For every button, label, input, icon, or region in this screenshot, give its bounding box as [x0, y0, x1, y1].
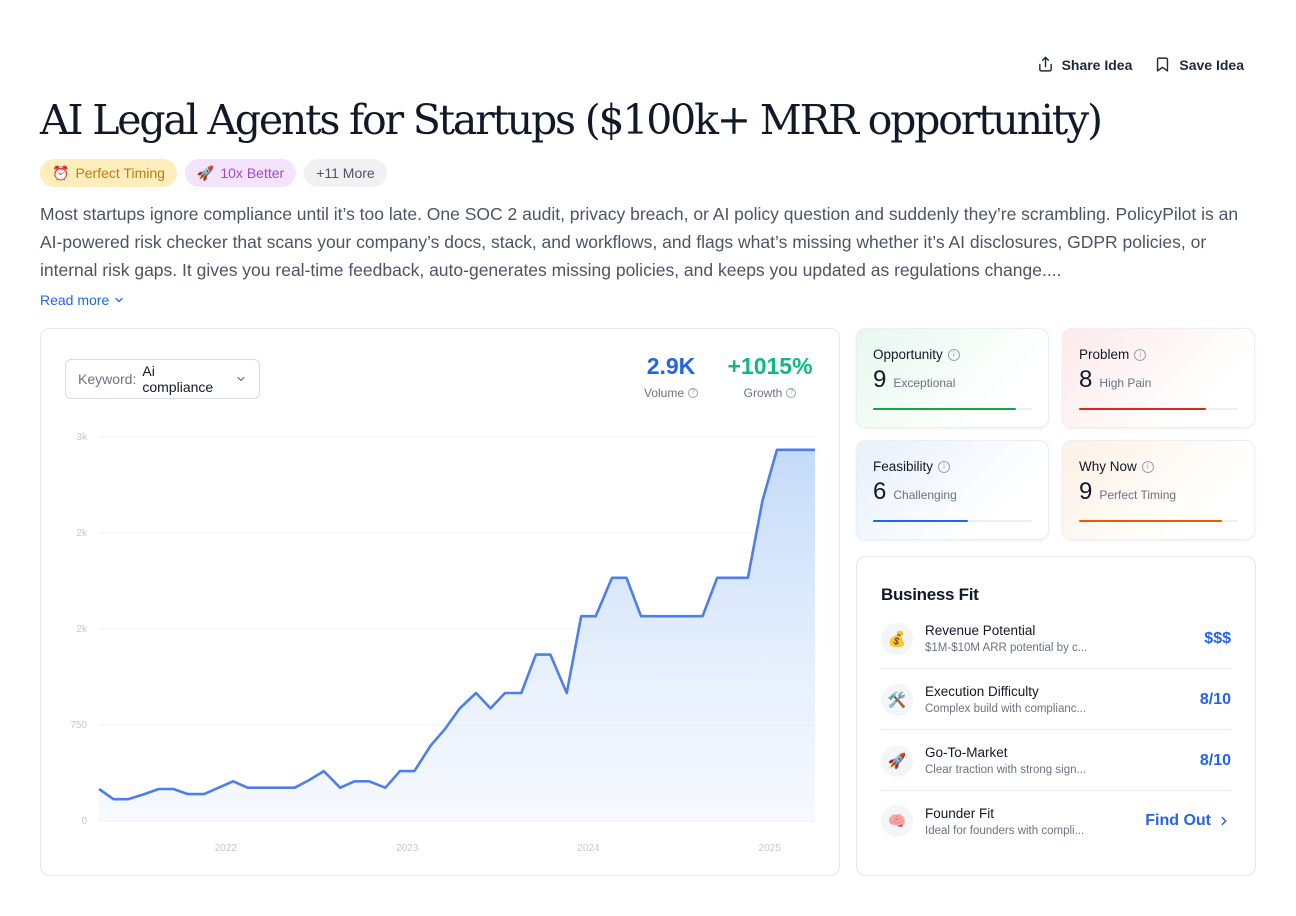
- fit-row-value: 8/10: [1199, 751, 1231, 769]
- trend-chart-card: 0 750 2k 2k 3k 2022 2023 2024 2025 Keyword: Ai c…: [40, 328, 840, 876]
- y-tick-label: 2k: [76, 624, 88, 635]
- volume-value: 2.9K: [646, 353, 696, 379]
- growth-stat: +1015% Growth?: [725, 353, 815, 400]
- save-idea-label: Save Idea: [1179, 56, 1244, 73]
- fit-row-sub: Clear traction with strong sign...: [925, 764, 1087, 776]
- fit-row-sub: Ideal for founders with compli...: [925, 824, 1085, 837]
- fit-row-name: Go-To-Market: [925, 745, 1008, 760]
- growth-label: Growth: [743, 386, 783, 400]
- save-idea-button[interactable]: Save Idea: [1154, 56, 1244, 73]
- x-tick-label: 2025: [759, 843, 782, 854]
- money-bag-icon: 💰: [881, 622, 913, 655]
- info-icon[interactable]: i: [1141, 460, 1154, 473]
- score-card-opportunity[interactable]: Opportunity i 9 Exceptional: [856, 328, 1049, 428]
- badge-more[interactable]: +11 More: [304, 159, 387, 187]
- find-out-link[interactable]: Find Out: [1145, 812, 1231, 830]
- badge-label: 10x Better: [220, 165, 285, 181]
- y-tick-label: 750: [70, 720, 87, 731]
- badge-list: ⏰ Perfect Timing 🚀 10x Better +11 More: [40, 159, 387, 187]
- page-title: AI Legal Agents for Startups ($100k+ MRR…: [40, 96, 1103, 144]
- score-bar: [873, 408, 1032, 410]
- score-value: 9: [1079, 478, 1093, 505]
- score-label: High Pain: [1099, 376, 1152, 390]
- score-bar: [1079, 520, 1238, 522]
- find-out-label: Find Out: [1145, 812, 1211, 829]
- score-bar: [1079, 408, 1238, 410]
- fit-row-sub: $1M-$10M ARR potential by c...: [925, 642, 1088, 654]
- volume-stat: 2.9K Volume?: [641, 353, 701, 400]
- score-bar-fill: [873, 520, 969, 522]
- badge-label: Perfect Timing: [75, 165, 165, 181]
- x-tick-label: 2022: [215, 843, 238, 854]
- alarm-clock-icon: ⏰: [52, 164, 70, 181]
- tools-icon: 🛠️: [881, 683, 913, 716]
- y-tick-label: 0: [81, 816, 87, 827]
- info-icon[interactable]: i: [938, 460, 951, 473]
- fit-row-revenue-potential[interactable]: 💰 Revenue Potential $1M-$10M ARR potenti…: [881, 609, 1231, 669]
- read-more-label: Read more: [40, 292, 110, 308]
- keyword-label: Keyword:: [78, 371, 137, 387]
- score-title: Problem: [1079, 347, 1130, 362]
- fit-row-name: Revenue Potential: [925, 623, 1036, 638]
- fit-row-name: Execution Difficulty: [925, 684, 1039, 699]
- rocket-icon: 🚀: [196, 164, 215, 181]
- y-tick-label: 3k: [76, 432, 88, 443]
- badge-label: +11 More: [316, 165, 375, 181]
- header-actions: Share Idea Save Idea: [1037, 56, 1244, 73]
- fit-row-founder-fit[interactable]: 🧠 Founder Fit Ideal for founders with co…: [881, 791, 1231, 851]
- score-bar-fill: [873, 408, 1017, 410]
- fit-row-name: Founder Fit: [925, 805, 995, 821]
- idea-description: Most startups ignore compliance until it…: [40, 204, 1239, 280]
- info-icon[interactable]: i: [947, 348, 960, 361]
- fit-row-execution-difficulty[interactable]: 🛠️ Execution Difficulty Complex build wi…: [881, 670, 1231, 730]
- rocket-icon: 🚀: [881, 744, 913, 777]
- keyword-select[interactable]: Keyword: Ai compliance: [65, 359, 260, 399]
- x-tick-label: 2023: [396, 843, 419, 854]
- help-icon[interactable]: ?: [786, 388, 797, 398]
- score-bar-fill: [1079, 408, 1207, 410]
- help-icon[interactable]: ?: [688, 388, 699, 398]
- info-icon[interactable]: i: [1134, 348, 1147, 361]
- fit-row-go-to-market[interactable]: 🚀 Go-To-Market Clear traction with stron…: [881, 731, 1231, 791]
- trend-line: [98, 448, 815, 801]
- chevron-down-icon: [115, 297, 123, 303]
- score-value: 9: [873, 366, 887, 393]
- score-value: 6: [873, 478, 887, 505]
- badge-perfect-timing[interactable]: ⏰ Perfect Timing: [40, 159, 177, 187]
- score-label: Exceptional: [893, 376, 956, 390]
- share-idea-label: Share Idea: [1061, 56, 1133, 73]
- score-bar-fill: [1079, 520, 1223, 522]
- growth-value: +1015%: [727, 353, 813, 379]
- fit-row-value: $$$: [1204, 629, 1231, 647]
- score-title: Feasibility: [873, 459, 934, 474]
- share-idea-button[interactable]: Share Idea: [1037, 56, 1133, 73]
- business-fit-title: Business Fit: [881, 585, 979, 604]
- fit-row-value: 8/10: [1199, 690, 1231, 708]
- score-title: Why Now: [1079, 459, 1137, 474]
- score-card-why-now[interactable]: Why Now i 9 Perfect Timing: [1062, 440, 1255, 540]
- y-tick-label: 2k: [76, 528, 88, 539]
- fit-row-sub: Complex build with complianc...: [925, 703, 1087, 715]
- badge-10x-better[interactable]: 🚀 10x Better: [184, 159, 297, 187]
- score-value: 8: [1079, 366, 1093, 393]
- trend-area: [99, 449, 815, 821]
- trend-chart: 0 750 2k 2k 3k 2022 2023 2024 2025: [70, 432, 815, 854]
- score-card-problem[interactable]: Problem i 8 High Pain: [1062, 328, 1255, 428]
- bookmark-icon: [1157, 57, 1169, 72]
- volume-label: Volume: [643, 386, 685, 400]
- brain-icon: 🧠: [881, 805, 913, 837]
- score-bar: [873, 520, 1032, 522]
- share-icon: [1038, 56, 1052, 72]
- score-label: Challenging: [893, 488, 957, 502]
- business-fit-card: Business Fit 💰 Revenue Potential $1M-$10…: [856, 556, 1256, 876]
- chevron-right-icon: [1221, 816, 1227, 826]
- x-tick-label: 2024: [577, 843, 600, 854]
- score-title: Opportunity: [873, 347, 943, 362]
- chevron-down-icon: [237, 376, 245, 382]
- keyword-value: Ai compliance: [142, 363, 214, 395]
- score-label: Perfect Timing: [1099, 488, 1177, 502]
- score-card-feasibility[interactable]: Feasibility i 6 Challenging: [856, 440, 1049, 540]
- read-more-link[interactable]: Read more: [40, 292, 125, 308]
